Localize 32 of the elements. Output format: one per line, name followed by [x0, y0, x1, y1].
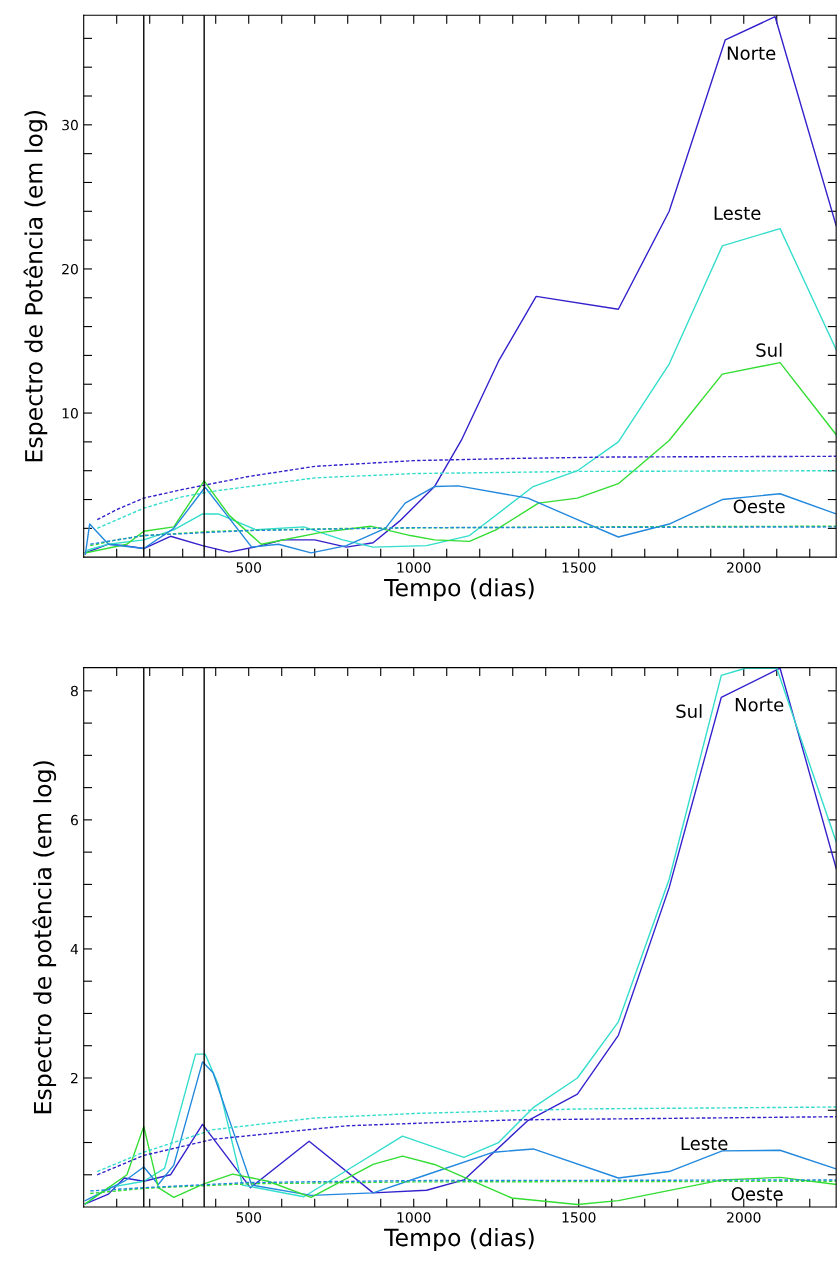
series-label: Oeste — [731, 1187, 783, 1201]
y-axis-title: Espectro de Potência (em log) — [23, 110, 48, 462]
x-tick-label: 1500 — [562, 562, 596, 573]
series-label: Leste — [681, 1136, 728, 1151]
series-label: Sul — [756, 342, 782, 357]
x-axis-title: Tempo (dias) — [384, 1228, 534, 1251]
line-series — [84, 667, 837, 1205]
y-tick-label: 8 — [70, 685, 78, 697]
y-tick-label: 20 — [62, 263, 78, 275]
y-tick-label: 6 — [70, 814, 78, 826]
x-axis-title: Tempo (dias) — [384, 578, 534, 602]
series-label: Sul — [676, 704, 702, 719]
y-tick-label: 2 — [71, 1072, 78, 1084]
x-tick-label: 500 — [236, 1212, 262, 1223]
y-tick-label: 10 — [62, 408, 78, 419]
line-series — [84, 227, 837, 554]
series-label: Leste — [714, 206, 761, 220]
x-tick-label: 1000 — [397, 562, 431, 573]
y-axis-title: Espectro de potência (em log) — [32, 761, 57, 1114]
series-label: Oeste — [733, 499, 785, 514]
series-label: Norte — [735, 698, 784, 712]
x-tick-label: 1500 — [562, 1212, 596, 1223]
x-tick-label: 500 — [236, 562, 262, 573]
line-series — [84, 1061, 837, 1202]
line-series — [84, 361, 837, 554]
y-tick-label: 30 — [62, 119, 78, 131]
line-series — [84, 16, 837, 554]
x-tick-label: 2000 — [727, 1212, 761, 1223]
y-tick-label: 4 — [70, 944, 79, 955]
x-tick-label: 2000 — [727, 562, 761, 573]
series-label: Norte — [727, 46, 776, 60]
x-tick-label: 1000 — [397, 1212, 431, 1223]
